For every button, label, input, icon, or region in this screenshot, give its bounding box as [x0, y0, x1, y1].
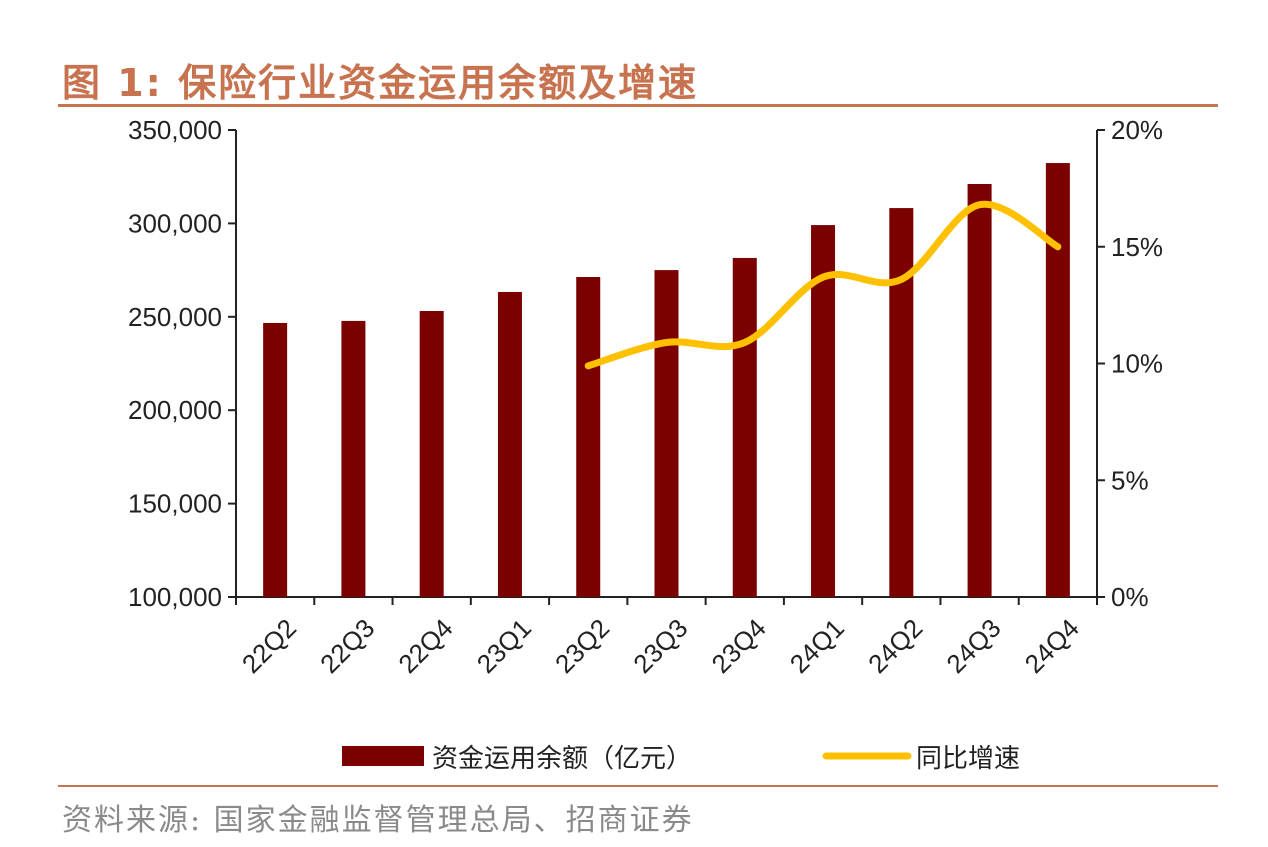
- x-tick-label: 24Q3: [940, 613, 1006, 679]
- source-note: 资料来源: 国家金融监督管理总局、招商证券: [62, 803, 694, 838]
- left-tick-label: 200,000: [128, 395, 222, 425]
- right-tick-label: 15%: [1111, 232, 1163, 262]
- x-tick-label: 23Q2: [549, 613, 615, 679]
- x-tick-label: 24Q2: [862, 613, 928, 679]
- x-tick-label: 22Q2: [236, 613, 302, 679]
- bar-24Q4: [1045, 163, 1070, 597]
- bar-24Q2: [889, 208, 914, 597]
- legend-line-label: 同比增速: [916, 744, 1020, 774]
- x-tick-label: 23Q1: [471, 613, 537, 679]
- bar-22Q3: [341, 320, 366, 597]
- x-tick-label: 24Q4: [1019, 613, 1085, 679]
- left-tick-label: 250,000: [128, 302, 222, 332]
- left-tick-label: 350,000: [128, 115, 222, 145]
- bar-24Q3: [967, 183, 992, 597]
- chart-title: 图 1: 保险行业资金运用余额及增速: [62, 61, 699, 105]
- x-tick-label: 23Q3: [627, 613, 693, 679]
- right-tick-label: 20%: [1111, 115, 1163, 145]
- left-tick-label: 100,000: [128, 582, 222, 612]
- source-rule: [58, 785, 1218, 787]
- bar-23Q2: [576, 277, 601, 597]
- bar-23Q1: [497, 291, 522, 597]
- x-tick-label: 22Q3: [314, 613, 380, 679]
- right-tick-label: 10%: [1111, 349, 1163, 379]
- left-tick-label: 300,000: [128, 208, 222, 238]
- legend-bar-swatch: [342, 746, 424, 766]
- x-tick-label: 23Q4: [706, 613, 772, 679]
- bar-22Q2: [263, 322, 288, 597]
- legend-bar-label: 资金运用余额（亿元）: [432, 744, 692, 774]
- right-tick-label: 0%: [1111, 582, 1149, 612]
- x-tick-label: 24Q1: [784, 613, 850, 679]
- bar-23Q3: [654, 270, 679, 597]
- x-tick-label: 22Q4: [392, 613, 458, 679]
- bar-24Q1: [811, 225, 836, 597]
- left-tick-label: 150,000: [128, 489, 222, 519]
- bar-22Q4: [419, 311, 444, 597]
- bar-23Q4: [732, 257, 757, 597]
- right-tick-label: 5%: [1111, 465, 1149, 495]
- title-rule: [58, 104, 1218, 107]
